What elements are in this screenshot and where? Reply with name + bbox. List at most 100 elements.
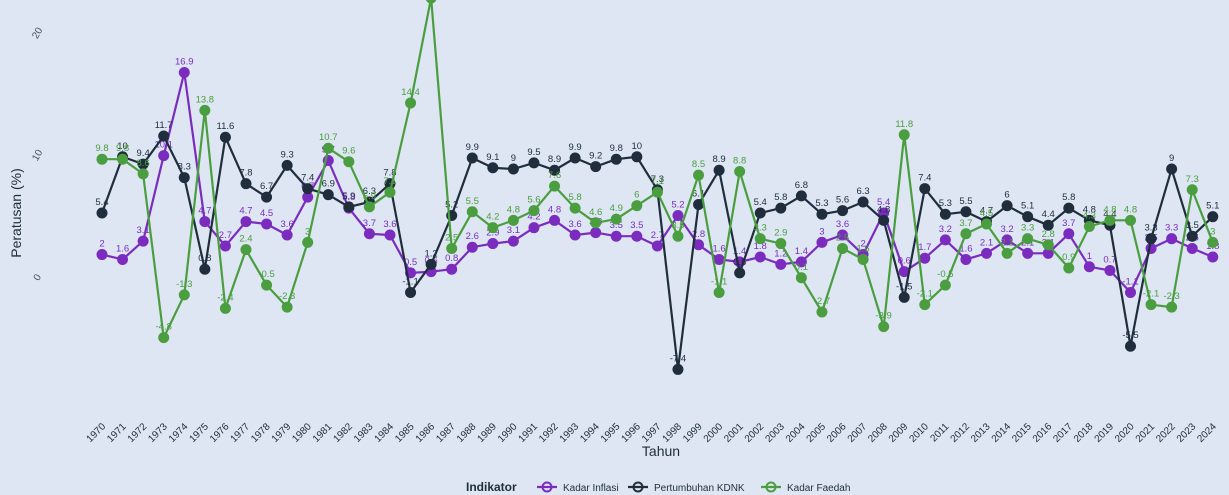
data-point — [343, 156, 355, 168]
data-point — [363, 201, 375, 213]
x-tick-label: 1987 — [434, 421, 458, 445]
data-label: 13.8 — [196, 94, 215, 105]
data-label: 4.4 — [1103, 209, 1116, 220]
data-point — [795, 256, 807, 268]
data-label: 6.3 — [856, 186, 869, 197]
data-label: 0.5 — [404, 257, 417, 268]
x-tick-label: 1997 — [640, 421, 664, 445]
y-axis-label: Peratusan (%) — [8, 168, 24, 257]
data-point — [322, 142, 334, 154]
data-point — [1166, 163, 1178, 175]
data-point — [898, 291, 910, 303]
data-point — [631, 151, 643, 163]
data-label: 3.7 — [363, 218, 376, 229]
data-label: 11.7 — [155, 120, 173, 131]
data-point — [199, 263, 211, 275]
data-point — [631, 230, 643, 242]
data-label: -1.1 — [402, 276, 418, 287]
data-point — [1042, 247, 1054, 259]
x-tick-label: 1981 — [311, 421, 335, 445]
data-label: 2.5 — [445, 232, 458, 243]
data-point — [775, 258, 787, 270]
x-tick-label: 2009 — [887, 421, 911, 445]
data-point — [878, 214, 890, 226]
data-label: 1.2 — [774, 248, 787, 259]
data-point — [528, 205, 540, 217]
y-tick-label: 20 — [30, 25, 45, 41]
x-tick-label: 1976 — [208, 421, 232, 445]
y-axis-ticks: 0 10 20 — [30, 25, 45, 283]
data-label: 3.6 — [569, 219, 582, 230]
x-tick-label: 1994 — [578, 421, 602, 445]
data-point — [507, 163, 519, 175]
data-point — [754, 233, 766, 245]
data-label: 10 — [632, 141, 643, 152]
legend-marker — [765, 481, 777, 493]
data-label: -5.5 — [1122, 330, 1138, 341]
data-label: 4.7 — [980, 206, 993, 217]
data-point — [610, 230, 622, 242]
legend-label: Pertumbuhan KDNK — [654, 483, 745, 494]
data-point — [281, 301, 293, 313]
x-tick-label: 1999 — [681, 421, 705, 445]
data-point — [610, 213, 622, 225]
data-label: 0.6 — [898, 256, 911, 267]
x-axis-label: Tahun — [642, 443, 680, 459]
data-point — [96, 249, 108, 261]
x-tick-label: 1995 — [599, 421, 623, 445]
x-tick-label: 2001 — [722, 421, 746, 445]
data-point — [734, 165, 746, 177]
data-point — [281, 159, 293, 171]
data-point — [1104, 214, 1116, 226]
data-point — [651, 240, 663, 252]
x-tick-label: 1970 — [85, 421, 109, 445]
data-label: -2.7 — [814, 296, 830, 307]
data-point — [384, 186, 396, 198]
data-point — [178, 289, 190, 301]
data-label: 1.7 — [918, 242, 931, 253]
data-point — [1083, 220, 1095, 232]
data-label: 3.6 — [836, 219, 849, 230]
data-label: 3.7 — [959, 218, 972, 229]
data-label: 11.8 — [895, 119, 913, 130]
data-point — [1186, 184, 1198, 196]
data-label: 2 — [860, 239, 865, 250]
series-2: 5.4109.411.78.30.811.67.86.79.37.46.95.9… — [95, 120, 1219, 375]
data-label: 4.2 — [486, 212, 499, 223]
data-point — [302, 191, 314, 203]
data-label: -2.3 — [1163, 291, 1179, 302]
data-label: -1.1 — [1122, 276, 1138, 287]
data-label: 9.6 — [342, 146, 355, 157]
data-point — [754, 207, 766, 219]
data-label: 7.3 — [651, 174, 664, 185]
legend-item: Kadar Inflasi — [537, 481, 619, 494]
data-point — [939, 208, 951, 220]
data-point — [590, 161, 602, 173]
data-point — [261, 218, 273, 230]
data-point — [137, 158, 149, 170]
data-point — [1125, 286, 1136, 298]
x-tick-label: 1982 — [331, 421, 355, 445]
data-point — [528, 157, 540, 169]
data-label: 4.6 — [589, 207, 602, 218]
data-point — [775, 238, 787, 250]
x-tick-label: 2011 — [928, 421, 951, 444]
x-tick-label: 2018 — [1072, 421, 1096, 445]
data-label: 9.9 — [569, 142, 582, 153]
data-point — [651, 186, 663, 198]
data-point — [466, 152, 478, 164]
data-label: 16.9 — [175, 56, 194, 67]
data-label: 7.4 — [301, 173, 314, 184]
data-point — [919, 252, 931, 264]
series-3: 9.8 9.88.6-4.8-1.313.8-2.42.4-0.5-2.3310.… — [95, 0, 1219, 344]
data-point — [878, 321, 890, 333]
data-point — [384, 229, 396, 241]
data-point — [178, 172, 190, 184]
x-tick-label: 2006 — [825, 421, 849, 445]
data-point — [754, 251, 766, 263]
data-point — [178, 66, 190, 78]
data-label: 9 — [1169, 153, 1174, 164]
x-tick-label: 2007 — [846, 421, 870, 445]
data-label: 5.3 — [815, 198, 828, 209]
data-label: 4.8 — [507, 204, 520, 215]
